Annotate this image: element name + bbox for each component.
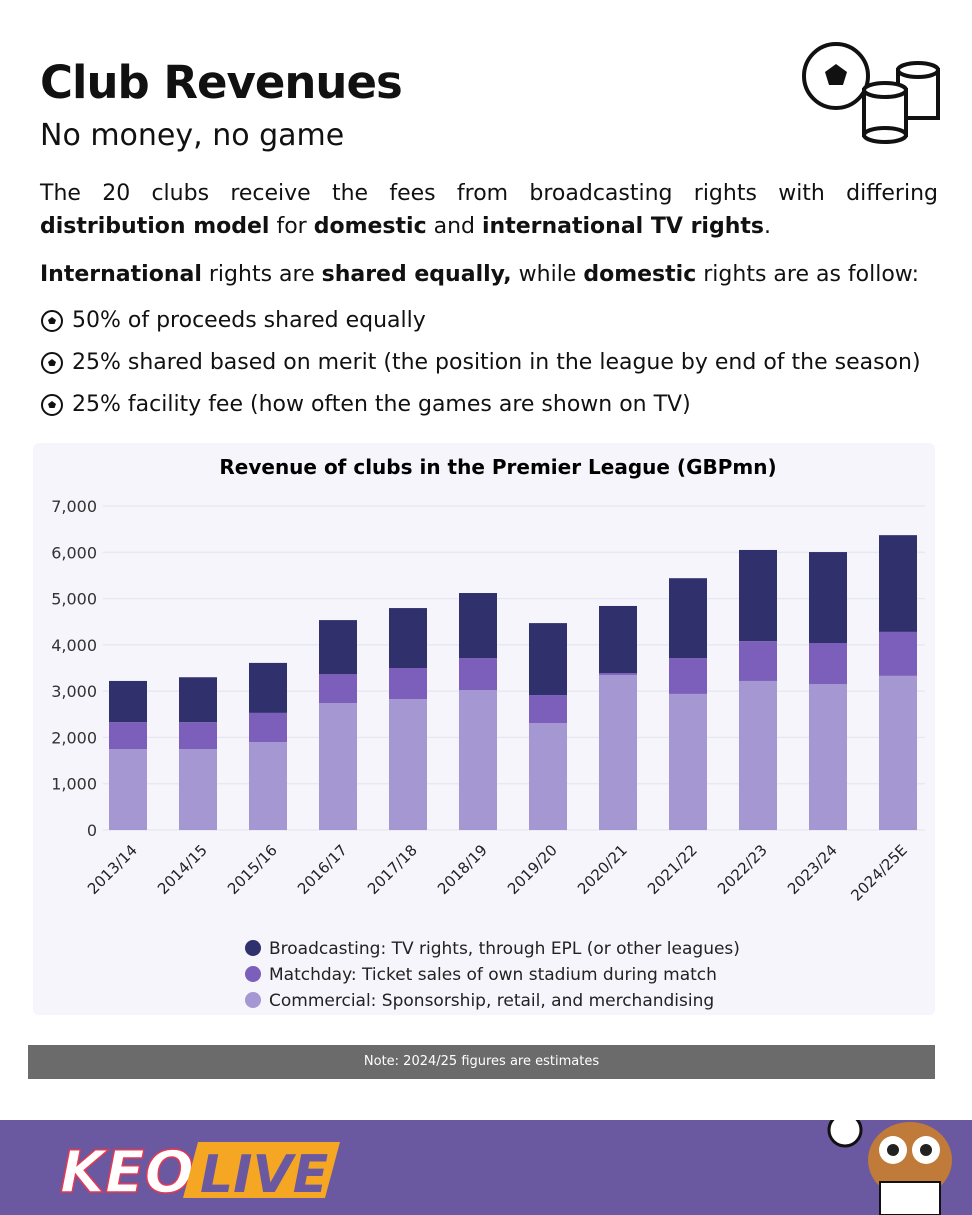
bar [249,712,287,743]
bar [459,690,497,830]
text: for [276,214,307,239]
bar [599,674,637,830]
intro: The 20 clubs receive the fees from broad… [40,177,938,243]
bar [389,668,427,700]
bar [669,658,707,694]
bar [179,749,217,830]
bar [459,593,497,659]
x-tick-label: 2013/14 [84,841,141,898]
chart-title: Revenue of clubs in the Premier League (… [219,455,776,479]
bullet-text: 25% facility fee (how often the games ar… [72,392,691,417]
text: rights are [208,262,315,287]
note: Note: 2024/25 figures are estimates [28,1045,935,1079]
y-tick-label: 4,000 [51,636,97,655]
bar [599,673,637,675]
bar [529,623,567,696]
bar [879,631,917,676]
x-tick-label: 2014/15 [154,841,211,898]
logo-text: KEO [60,1138,194,1206]
legend-label: Broadcasting: TV rights, through EPL (or… [269,939,740,959]
bar [319,620,357,675]
footer: KEO LIVE [0,1112,972,1215]
bar [669,578,707,659]
bar [739,680,777,830]
text: . [763,214,771,239]
bar [809,552,847,644]
bullet-text: 50% of proceeds shared equally [72,308,426,333]
y-tick-label: 6,000 [51,543,97,562]
y-tick-label: 5,000 [51,590,97,609]
bar [109,749,147,830]
bar [179,677,217,723]
bar [879,535,917,632]
text: and [433,214,475,239]
rights: International rights are shared equally,… [40,258,938,291]
bullet: 25% shared based on merit (the position … [40,350,921,375]
chart: Revenue of clubs in the Premier League (… [33,443,935,1015]
bar [669,693,707,830]
x-tick-label: 2022/23 [714,841,771,898]
y-tick-label: 2,000 [51,728,97,747]
y-tick-label: 7,000 [51,497,97,516]
bar [389,699,427,830]
bar [389,608,427,668]
title: Club Revenues [40,56,403,109]
bar [109,680,147,723]
x-tick-label: 2023/24 [784,841,841,898]
bar [459,658,497,691]
x-tick-label: 2020/21 [574,841,631,898]
ball-icon [41,393,63,416]
text: rights are as follow: [703,262,919,287]
text: The 20 clubs receive the fees from broad… [40,181,938,206]
logo: KEO LIVE [59,1112,952,1215]
x-tick-label: 2015/16 [224,841,281,898]
text: shared equally, [321,262,512,287]
y-tick-label: 1,000 [51,775,97,794]
x-tick-label: 2016/17 [294,841,351,898]
text: while [518,262,577,287]
legend-label: Matchday: Ticket sales of own stadium du… [269,965,717,985]
bullet: 25% facility fee (how often the games ar… [40,392,691,417]
legend-marker [245,940,261,956]
text: domestic [313,214,427,239]
y-tick-label: 3,000 [51,682,97,701]
logo-text: LIVE [200,1145,328,1205]
x-tick-label: 2021/22 [644,841,701,898]
x-tick-label: 2017/18 [364,841,421,898]
bar [529,723,567,830]
ball-icon [41,309,63,332]
x-tick-label: 2019/20 [504,841,561,898]
legend-marker [245,992,261,1008]
bar [739,549,777,642]
text: International [40,262,202,287]
bar [109,722,147,749]
bar [319,703,357,830]
legend-marker [245,966,261,982]
y-tick-label: 0 [87,821,97,840]
bar [879,675,917,830]
x-tick-label: 2018/19 [434,841,491,898]
icon [802,42,940,144]
bar [739,641,777,681]
text: domestic [583,262,697,287]
bar [529,695,567,724]
subtitle: No money, no game [40,118,345,153]
bar [809,643,847,685]
text: international TV rights [482,214,764,239]
bar [179,722,217,749]
bar [319,674,357,704]
bar [249,742,287,830]
bullet: 50% of proceeds shared equally [40,308,426,333]
x-tick-label: 2024/25E [847,841,910,904]
text: distribution model [40,214,270,239]
bullet-text: 25% shared based on merit (the position … [72,350,921,375]
legend-label: Commercial: Sponsorship, retail, and mer… [269,991,714,1011]
ball-icon [41,351,63,374]
bar [249,662,287,713]
bar [809,684,847,830]
bar [599,605,637,674]
